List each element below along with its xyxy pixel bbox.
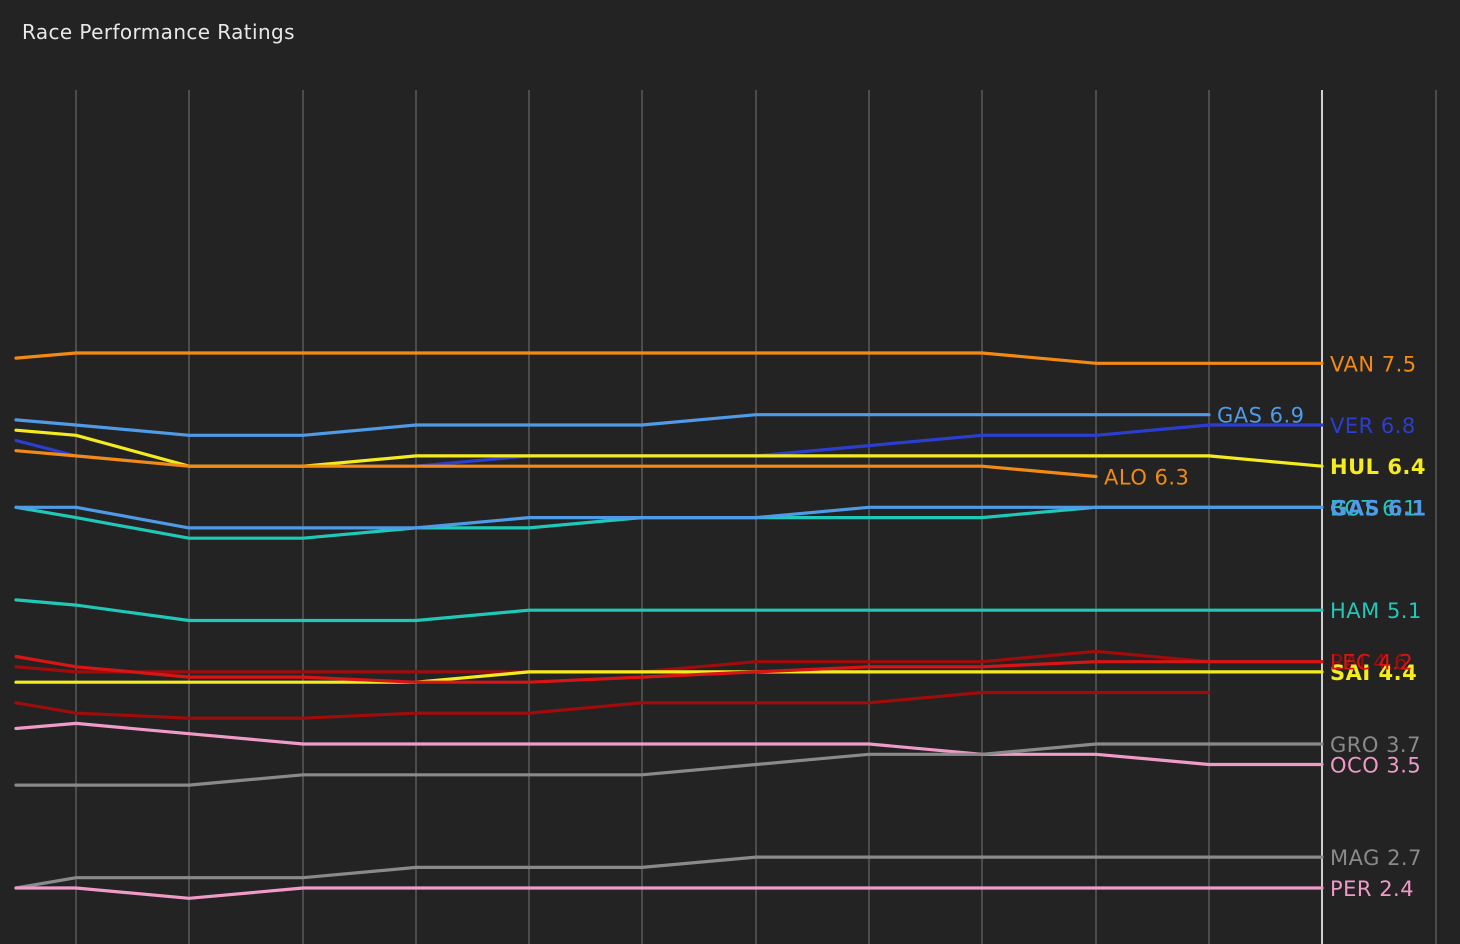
series-line-ham[interactable]	[14, 598, 1324, 623]
series-lines	[14, 351, 1324, 900]
series-label-mag: MAG 2.7	[1330, 846, 1422, 870]
series-label-gro: GRO 3.7	[1330, 733, 1421, 757]
series-line-sai[interactable]	[14, 670, 1324, 684]
series-line-van[interactable]	[14, 351, 1324, 365]
grid-lines	[75, 90, 1437, 944]
series-label-gas: GAS 6.9	[1217, 404, 1305, 428]
series-line-mag[interactable]	[14, 855, 1324, 890]
chart-title: Race Performance Ratings	[22, 20, 295, 44]
series-label-per: PER 2.4	[1330, 877, 1414, 901]
series-line-gas[interactable]	[14, 413, 1211, 437]
series-label-sai: SAI 4.4	[1330, 661, 1417, 685]
series-label-rai: RAI 4.6	[1330, 651, 1408, 675]
series-line-gro[interactable]	[14, 742, 1324, 787]
series-label-van: VAN 7.5	[1330, 352, 1417, 376]
series-label-gas2: GAS 6.1	[1330, 496, 1427, 520]
series-label-ver: VER 6.8	[1330, 414, 1416, 438]
series-line-gas2[interactable]	[14, 505, 1324, 530]
series-label-oco: OCO 3.5	[1330, 754, 1421, 778]
series-label-ham: HAM 5.1	[1330, 599, 1422, 623]
series-label-lec: LEC 4.2	[1330, 651, 1413, 675]
series-line-per[interactable]	[14, 886, 1324, 900]
series-label-alo: ALO 6.3	[1104, 466, 1189, 490]
series-label-hul: HUL 6.4	[1330, 455, 1426, 479]
series-label-bot: BOT 6.1	[1330, 496, 1417, 520]
series-line-lec2[interactable]	[14, 690, 1211, 720]
series-labels: VAN 7.5 GAS 6.9 VER 6.8 HUL 6.4 ALO 6.3 BOT 6…	[1104, 352, 1427, 901]
series-line-ver[interactable]	[14, 423, 1324, 468]
series-line-alo[interactable]	[14, 449, 1098, 479]
series-line-lec[interactable]	[14, 654, 1324, 684]
series-line-bot[interactable]	[14, 505, 1324, 540]
series-line-oco[interactable]	[14, 721, 1324, 767]
